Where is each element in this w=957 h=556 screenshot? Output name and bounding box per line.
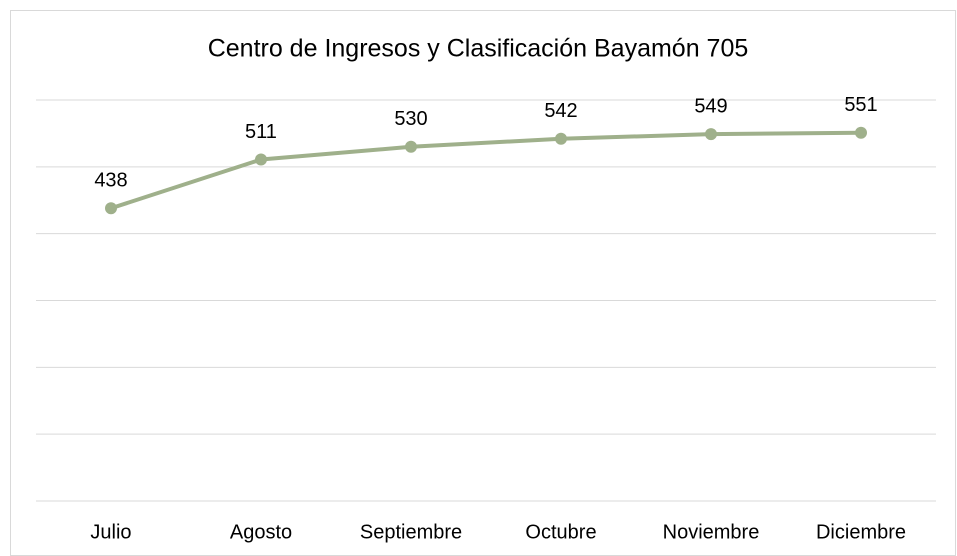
x-tick-label: Diciembre <box>816 521 906 543</box>
x-tick-label: Noviembre <box>663 521 760 543</box>
x-tick-label: Julio <box>90 521 131 543</box>
marker <box>255 153 267 166</box>
marker <box>555 132 567 145</box>
x-tick-label: Agosto <box>230 521 292 543</box>
marker <box>405 140 417 153</box>
data-label: 438 <box>94 170 127 192</box>
chart-border <box>10 10 956 556</box>
marker <box>855 126 867 139</box>
data-label: 511 <box>245 121 277 143</box>
data-label: 542 <box>544 100 577 122</box>
data-label: 530 <box>394 108 427 130</box>
x-tick-label: Septiembre <box>360 521 462 543</box>
data-label: 549 <box>694 95 727 117</box>
marker <box>105 202 117 215</box>
marker <box>705 128 717 141</box>
chart-title: Centro de Ingresos y Clasificación Bayam… <box>208 35 749 63</box>
x-tick-label: Octubre <box>525 521 596 543</box>
data-label: 551 <box>844 94 877 116</box>
line <box>110 130 862 211</box>
